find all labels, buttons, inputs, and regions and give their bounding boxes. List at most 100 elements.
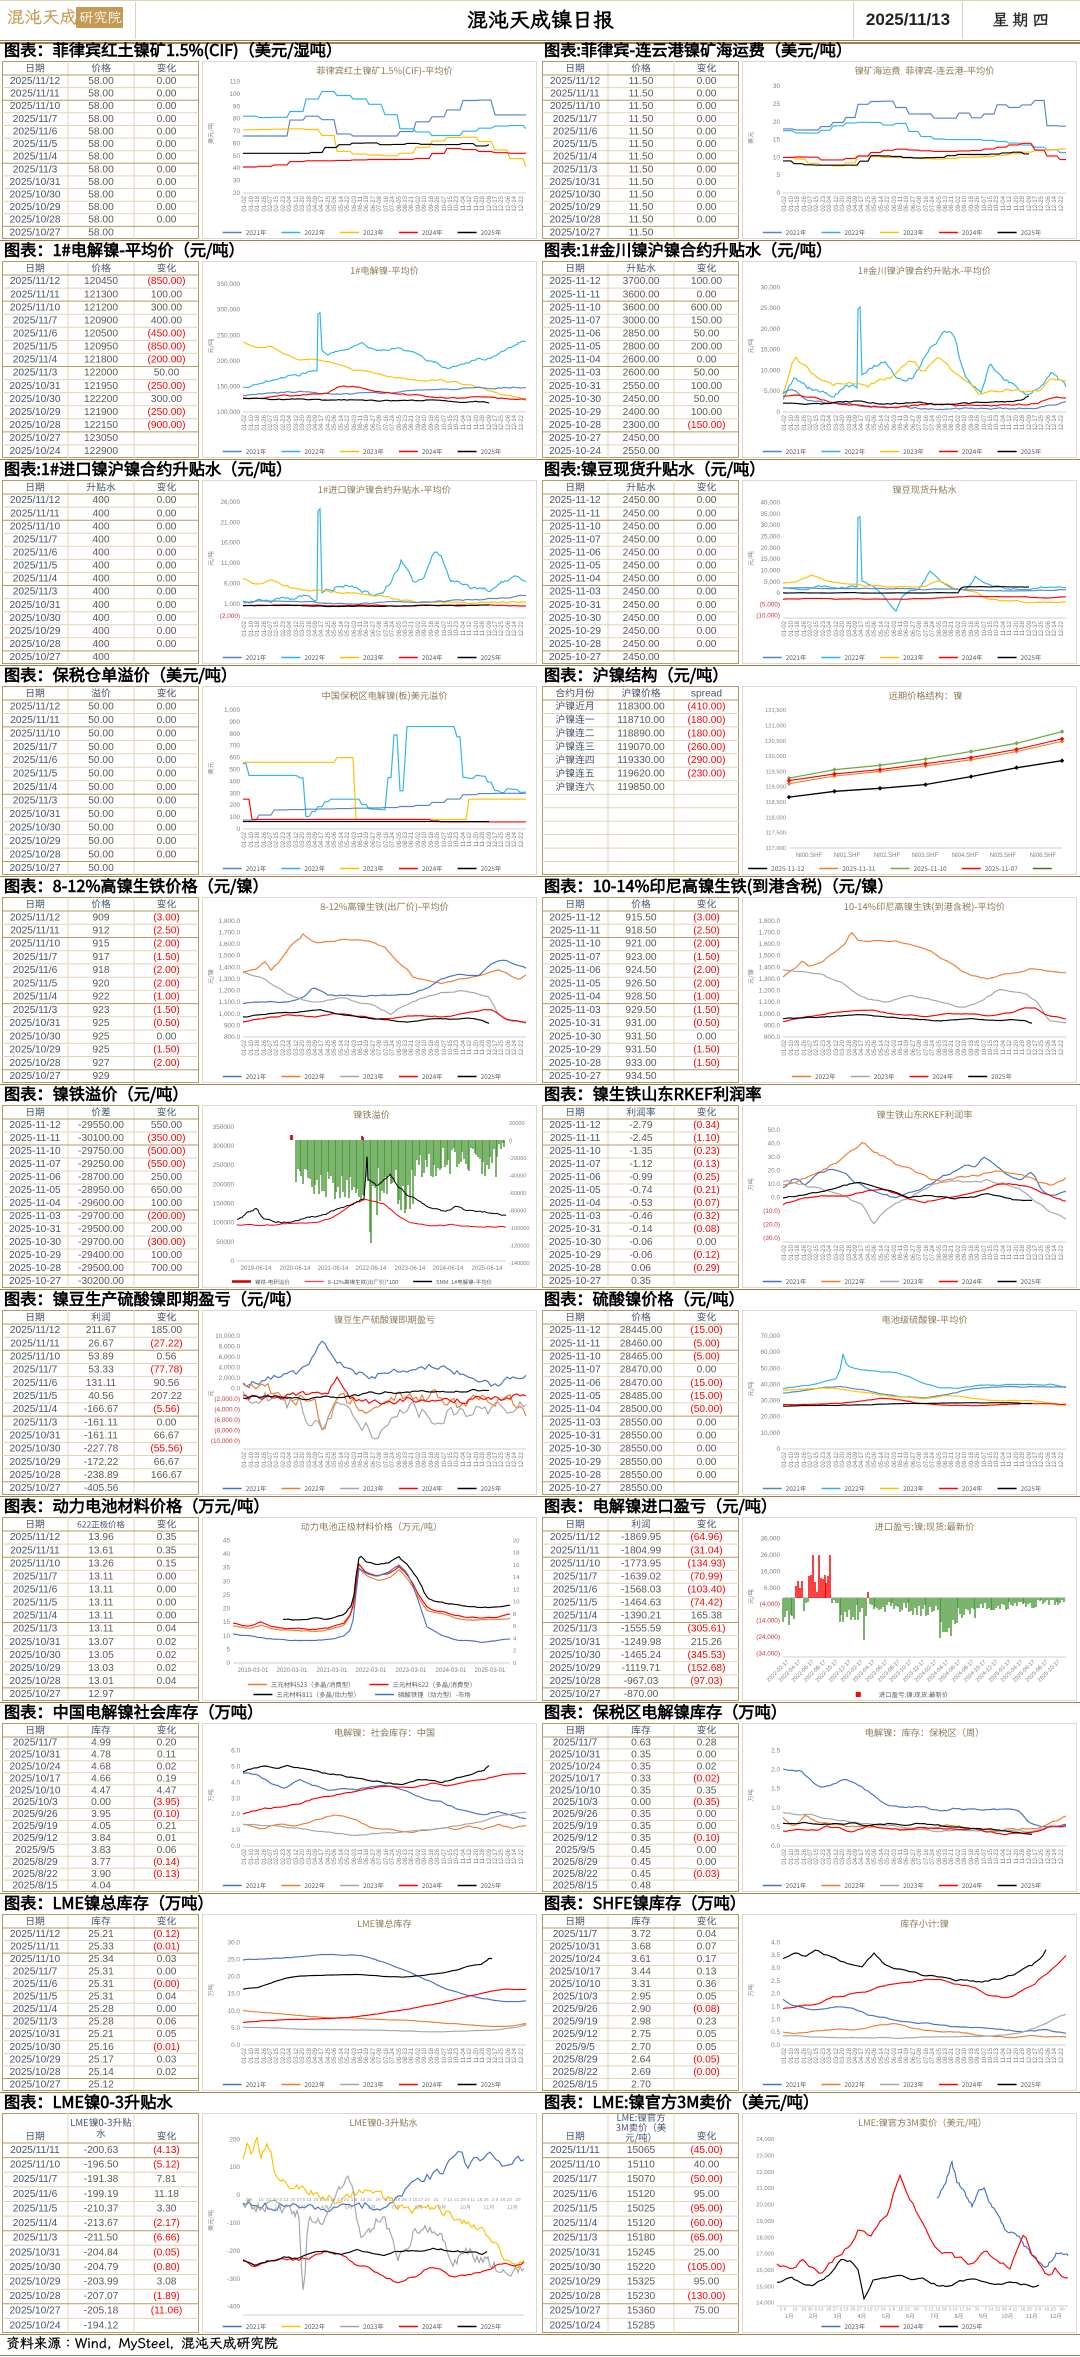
svg-text:04-09: 04-09 — [312, 195, 319, 211]
svg-text:0.02: 0.02 — [157, 1637, 177, 1648]
svg-text:36,000: 36,000 — [760, 1535, 780, 1542]
svg-text:2025/10/29: 2025/10/29 — [10, 1457, 61, 1468]
svg-text:0.00: 0.00 — [157, 1598, 177, 1609]
svg-text:01-18: 01-18 — [794, 1451, 801, 1467]
svg-text:10-23: 10-23 — [993, 1451, 1000, 1467]
svg-text:918: 918 — [93, 965, 110, 976]
svg-text:50: 50 — [233, 153, 241, 160]
svg-text:03-04: 03-04 — [286, 195, 293, 211]
svg-text:2020-06-14: 2020-06-14 — [280, 1266, 311, 1272]
svg-text:04-25: 04-25 — [325, 414, 332, 430]
svg-text:08-05: 08-05 — [936, 195, 943, 211]
svg-text:05-22: 05-22 — [344, 620, 351, 636]
svg-text:0.0: 0.0 — [231, 1843, 240, 1850]
svg-text:03-20: 03-20 — [299, 195, 306, 211]
svg-text:03-20: 03-20 — [839, 414, 846, 430]
svg-text:2025/10/28: 2025/10/28 — [10, 420, 61, 431]
svg-text:11-04: 11-04 — [1000, 1451, 1007, 1467]
svg-text:2025/10/30: 2025/10/30 — [10, 1650, 61, 1661]
svg-text:3 10: 3 10 — [327, 2197, 336, 2202]
svg-text:10-23: 10-23 — [993, 1244, 1000, 1260]
svg-text:03-04: 03-04 — [826, 2047, 833, 2063]
svg-text:1.0: 1.0 — [771, 1805, 780, 1812]
svg-text:(2.00): (2.00) — [153, 965, 180, 976]
svg-text:08-21: 08-21 — [948, 414, 955, 430]
svg-text:(0.08): (0.08) — [693, 1224, 720, 1235]
svg-text:95.00: 95.00 — [694, 2189, 720, 2200]
svg-text:04-09: 04-09 — [312, 2047, 319, 2063]
svg-text:12-25: 12-25 — [1038, 195, 1045, 211]
svg-text:04-09: 04-09 — [852, 414, 859, 430]
svg-text:12-17: 12-17 — [492, 414, 499, 430]
svg-text:23 30: 23 30 — [801, 2307, 813, 2312]
svg-text:0.00: 0.00 — [157, 114, 177, 125]
svg-text:-28950.00: -28950.00 — [78, 1185, 124, 1196]
svg-text:07-24: 07-24 — [389, 195, 396, 211]
svg-text:07-16: 07-16 — [923, 2047, 930, 2063]
svg-text:08-21: 08-21 — [948, 2047, 955, 2063]
svg-text:03-04: 03-04 — [826, 620, 833, 636]
svg-text:03-12: 03-12 — [833, 414, 840, 430]
svg-text:12-09: 12-09 — [1026, 1451, 1033, 1467]
svg-text:04-25: 04-25 — [325, 1039, 332, 1055]
svg-text:2025-10-30: 2025-10-30 — [549, 1031, 601, 1042]
svg-text:1.0: 1.0 — [771, 2016, 780, 2023]
svg-text:(0.29): (0.29) — [693, 1263, 720, 1274]
svg-text:12-14: 12-14 — [1051, 1848, 1058, 1864]
svg-text:15 22: 15 22 — [898, 2307, 910, 2312]
svg-text:400: 400 — [93, 495, 110, 506]
svg-text:06-27: 06-27 — [370, 2047, 377, 2063]
svg-text:(10,000.0): (10,000.0) — [211, 1438, 240, 1445]
svg-text:14: 14 — [513, 1575, 520, 1581]
svg-text:09-02: 09-02 — [415, 620, 422, 636]
svg-text:2025/11/7: 2025/11/7 — [13, 1738, 58, 1749]
svg-text:(900.00): (900.00) — [148, 420, 186, 431]
svg-text:06-03: 06-03 — [351, 620, 358, 636]
svg-text:0.33: 0.33 — [631, 1773, 651, 1784]
svg-text:2025/11/3: 2025/11/3 — [13, 1005, 58, 1016]
svg-text:2025-11-04: 2025-11-04 — [549, 1198, 601, 1209]
svg-text:2025/10/31: 2025/10/31 — [550, 1750, 601, 1761]
svg-text:08-13: 08-13 — [942, 620, 949, 636]
svg-text:11-12: 11-12 — [1006, 1244, 1013, 1260]
svg-text:2025/11/12: 2025/11/12 — [10, 1929, 61, 1940]
svg-text:(0.80): (0.80) — [153, 2262, 180, 2273]
svg-text:2025-10-30: 2025-10-30 — [549, 394, 601, 405]
svg-text:0.00: 0.00 — [697, 89, 717, 100]
svg-text:NI01.SHF: NI01.SHF — [834, 853, 861, 859]
svg-text:09-02: 09-02 — [955, 1451, 962, 1467]
svg-text:0.56: 0.56 — [157, 1352, 177, 1363]
svg-text:2025/11/5: 2025/11/5 — [13, 342, 58, 353]
svg-text:16 23: 16 23 — [500, 2197, 512, 2202]
svg-text:02-23: 02-23 — [280, 831, 287, 847]
svg-text:3.30: 3.30 — [157, 2203, 177, 2214]
svg-text:2025/10/10: 2025/10/10 — [550, 1785, 601, 1796]
svg-text:11-20: 11-20 — [1013, 195, 1020, 211]
svg-text:119,000: 119,000 — [765, 785, 786, 791]
svg-text:12-09: 12-09 — [486, 414, 493, 430]
svg-text:-211.50: -211.50 — [84, 2233, 118, 2244]
svg-text:25: 25 — [773, 101, 781, 108]
svg-text:30,000: 30,000 — [760, 522, 780, 529]
svg-text:0.00: 0.00 — [157, 823, 177, 834]
svg-text:10-15: 10-15 — [447, 2047, 454, 2063]
svg-text:05-22: 05-22 — [884, 1451, 891, 1467]
svg-text:0.00: 0.00 — [697, 1431, 717, 1442]
svg-text:12-22: 12-22 — [1058, 1848, 1065, 1864]
svg-text:NI00.SHF: NI00.SHF — [796, 853, 823, 859]
svg-text:3 10: 3 10 — [409, 2197, 418, 2202]
svg-text:08-05: 08-05 — [396, 195, 403, 211]
svg-text:11-28: 11-28 — [1019, 414, 1026, 430]
svg-text:2025/11/7: 2025/11/7 — [13, 1967, 58, 1978]
svg-text:02-23: 02-23 — [820, 1451, 827, 1467]
svg-text:2025/11/6: 2025/11/6 — [13, 755, 58, 766]
svg-text:50.00: 50.00 — [88, 782, 114, 793]
svg-text:100.00: 100.00 — [151, 289, 182, 300]
svg-text:1,600.0: 1,600.0 — [219, 941, 241, 948]
svg-text:185.00: 185.00 — [151, 1325, 182, 1336]
svg-text:01-10: 01-10 — [788, 414, 795, 430]
svg-text:01-18: 01-18 — [254, 1039, 261, 1055]
svg-text:(0.25): (0.25) — [693, 1172, 720, 1183]
svg-text:05-22: 05-22 — [344, 1039, 351, 1055]
svg-text:06-03: 06-03 — [351, 2047, 358, 2063]
